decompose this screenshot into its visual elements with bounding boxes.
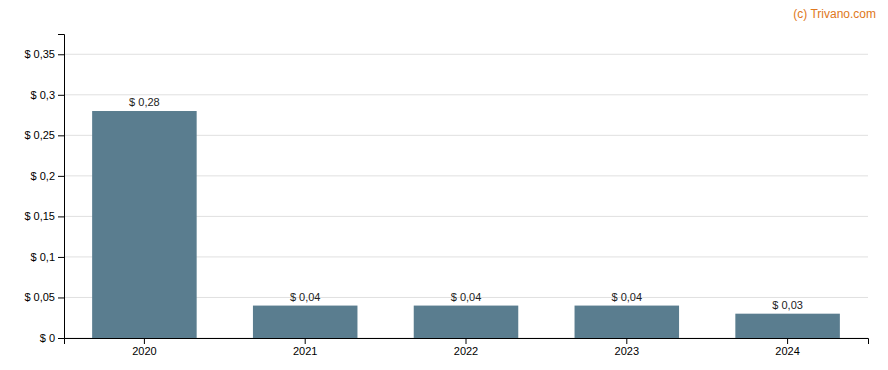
y-tick-label: $ 0 [40,332,55,344]
x-tick-label: 2022 [454,345,478,357]
x-tick-label: 2024 [775,345,799,357]
y-tick-label: $ 0,1 [31,251,55,263]
y-tick-mark [58,54,64,55]
y-tick: $ 0,15 [24,210,64,222]
x-tick-mark [144,338,145,344]
y-tick-mark [58,216,64,217]
bar [735,314,840,338]
x-tick-mark [305,338,306,344]
data-label: $ 0,03 [772,299,803,311]
data-label: $ 0,04 [451,291,482,303]
y-tick-mark [58,135,64,136]
y-tick-mark [58,338,64,339]
grid [64,54,868,338]
y-tick: $ 0 [40,332,64,344]
plot: $ 0 $ 0,05 $ 0,1 $ 0,15 $ 0,2 $ 0,25 $ 0,3 $ 0,… [24,35,868,357]
x-tick: 2020 [132,338,156,357]
y-tick-label: $ 0,05 [24,291,55,303]
grid-line [64,94,868,95]
bar [92,111,197,338]
x-tick-mark [626,338,627,344]
y-tick: $ 0,3 [31,89,64,101]
bar [253,306,358,338]
y-tick: $ 0,1 [31,251,64,263]
y-tick-label: $ 0,3 [31,89,55,101]
data-label: $ 0,28 [129,96,160,108]
data-labels: $ 0,28 $ 0,04 $ 0,04 $ 0,04 $ 0,03 [129,96,803,311]
y-tick-mark [58,257,64,258]
data-label: $ 0,04 [612,291,643,303]
y-tick: $ 0,2 [31,170,64,182]
y-tick-label: $ 0,15 [24,210,55,222]
y-tick-label: $ 0,35 [24,48,55,60]
y-axis-line [58,35,65,339]
y-tick-mark [58,176,64,177]
x-tick-mark [466,338,467,344]
x-tick-label: 2021 [293,345,317,357]
x-tick-label: 2023 [615,345,639,357]
x-axis: 2020 2021 2022 2023 2024 [65,338,869,357]
x-tick: 2021 [293,338,317,357]
x-tick-label: 2020 [132,345,156,357]
watermark: (c) Trivano.com [793,7,876,21]
x-tick: 2024 [775,338,799,357]
y-tick: $ 0,25 [24,129,64,141]
y-axis: $ 0 $ 0,05 $ 0,1 $ 0,15 $ 0,2 $ 0,25 $ 0,3 $ 0,… [24,35,64,345]
x-tick-mark [787,338,788,344]
y-tick-mark [58,297,64,298]
x-tick: 2022 [454,338,478,357]
bar [575,306,680,338]
grid-line [64,54,868,55]
bars [92,111,840,338]
x-tick: 2023 [615,338,639,357]
y-tick: $ 0,05 [24,291,64,303]
y-tick-label: $ 0,2 [31,170,55,182]
chart: $ 0 $ 0,05 $ 0,1 $ 0,15 $ 0,2 $ 0,25 $ 0,3 $ 0,… [0,0,888,370]
y-tick-label: $ 0,25 [24,129,55,141]
x-axis-line [65,339,869,345]
annotations: (c) Trivano.com [793,7,876,21]
y-tick: $ 0,35 [24,48,64,60]
y-tick-mark [58,95,64,96]
bar [414,306,519,338]
data-label: $ 0,04 [290,291,321,303]
